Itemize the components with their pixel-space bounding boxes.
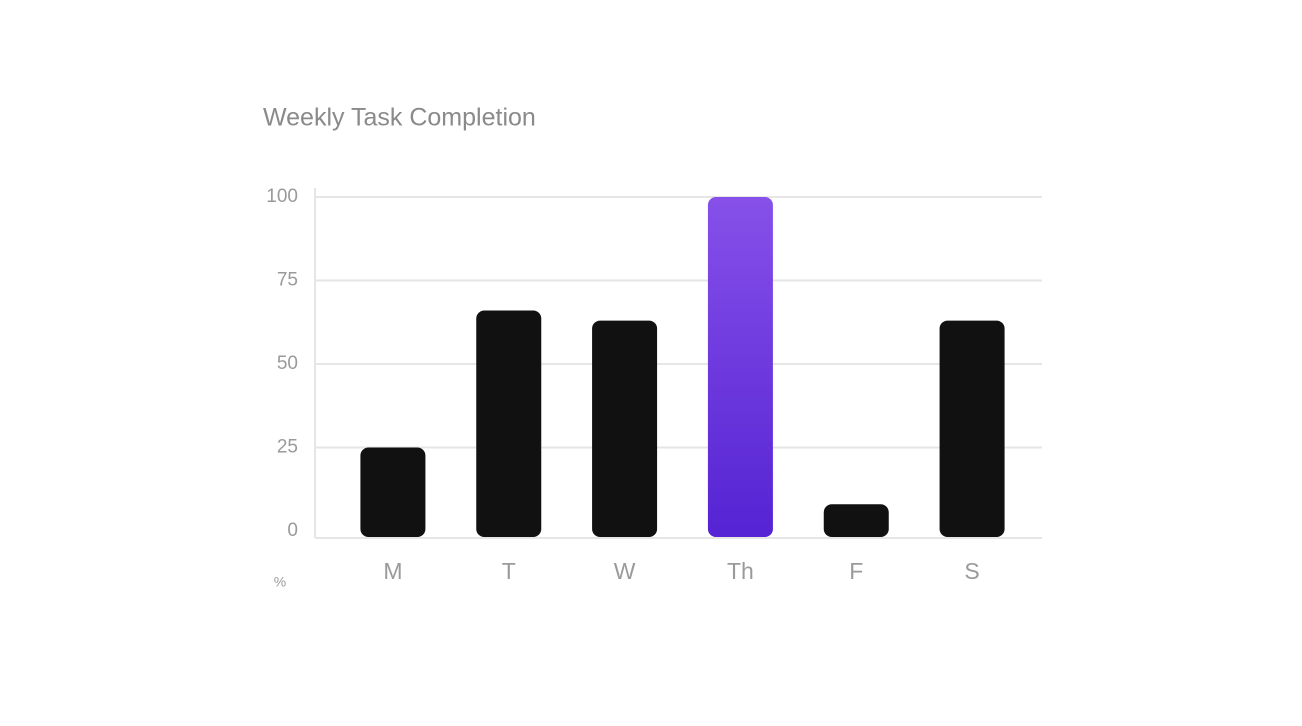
x-tick-label: Th	[727, 558, 754, 584]
bar	[939, 320, 1005, 537]
bar	[476, 310, 542, 537]
chart-title: Weekly Task Completion	[263, 104, 536, 132]
x-tick-label: W	[614, 558, 636, 584]
bar	[360, 447, 426, 537]
x-tick-label: S	[964, 558, 979, 584]
x-tick-label: F	[849, 558, 863, 584]
y-tick-label: 100	[266, 186, 298, 207]
y-tick-label: 25	[277, 437, 298, 458]
bar	[707, 197, 773, 537]
bar	[592, 320, 658, 537]
x-tick-label: M	[383, 558, 402, 584]
y-tick-label: 75	[277, 270, 298, 291]
x-tick-label: T	[502, 558, 516, 584]
bar	[823, 504, 889, 537]
y-tick-label: 0	[287, 520, 298, 541]
y-tick-label: 50	[277, 353, 298, 374]
y-unit: %	[274, 574, 286, 590]
